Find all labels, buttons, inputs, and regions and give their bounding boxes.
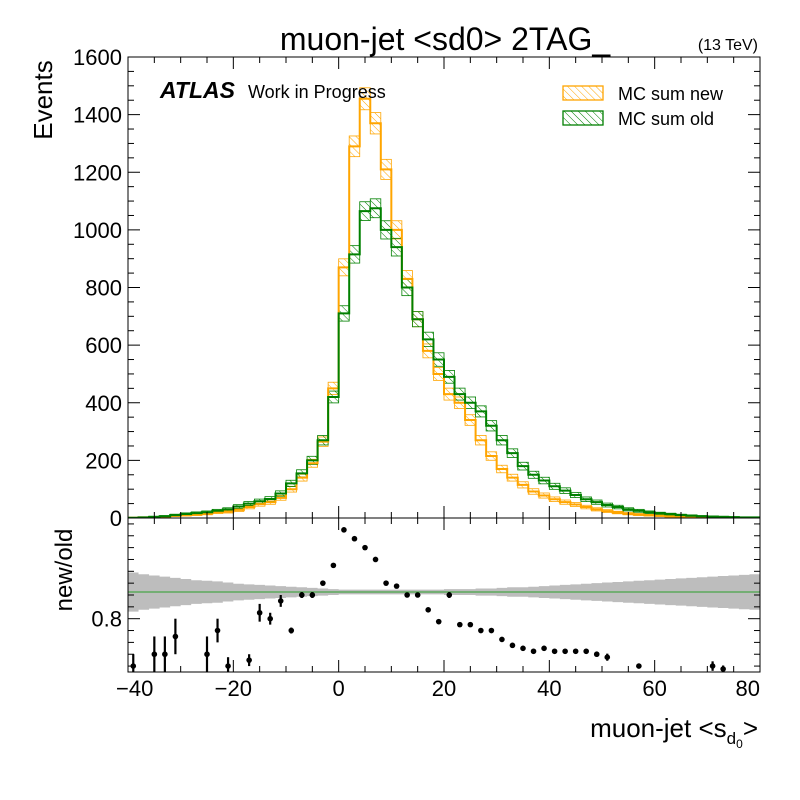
- ratio-point: [246, 657, 252, 663]
- legend-swatch-old: [562, 110, 604, 126]
- ratio-point: [372, 556, 379, 563]
- x-axis-label: muon-jet <sd0>: [590, 713, 758, 751]
- ratio-point: [267, 615, 274, 622]
- atlas-label: ATLAS: [159, 77, 236, 103]
- ratio-point: [720, 666, 726, 672]
- histogram-line-old: [128, 207, 760, 518]
- y-tick-label: 1200: [73, 160, 122, 185]
- y-tick-label: 1600: [73, 45, 122, 70]
- chart-title: muon-jet <sd0> 2TAG_: [280, 21, 611, 57]
- status-label: Work in Progress: [248, 82, 386, 102]
- legend-label-new: MC sum new: [618, 84, 724, 104]
- ratio-point: [551, 648, 558, 655]
- y-tick-label: 800: [85, 276, 122, 301]
- energy-label: (13 TeV): [698, 37, 758, 54]
- ratio-point: [277, 598, 284, 604]
- histogram-line-new: [128, 97, 760, 518]
- ratio-point: [467, 621, 474, 628]
- ratio-point: [604, 654, 611, 660]
- ratio-point: [383, 580, 389, 586]
- ratio-point: [509, 642, 516, 649]
- ratio-point: [225, 663, 231, 669]
- x-tick-label: 80: [736, 676, 760, 701]
- ratio-point: [530, 648, 537, 655]
- ratio-point: [341, 527, 347, 533]
- ratio-point: [320, 580, 326, 586]
- ratio-point: [299, 592, 305, 598]
- ratio-point: [172, 633, 179, 640]
- ratio-point: [204, 651, 210, 658]
- ratio-point: [309, 592, 316, 598]
- main-axis-ticks: 0 200 400 600 800 1000 1200 1400 1600: [73, 45, 761, 531]
- ratio-point: [583, 648, 589, 655]
- ratio-point: [435, 618, 442, 625]
- ratio-point: [288, 627, 295, 634]
- ratio-point: [404, 592, 410, 598]
- ratio-point: [414, 592, 421, 598]
- y-tick-label: 600: [85, 333, 122, 358]
- legend: MC sum new MC sum old: [562, 84, 724, 129]
- ratio-point: [256, 609, 263, 616]
- main-plot-area: 0 200 400 600 800 1000 1200 1400 1600: [73, 45, 761, 531]
- ratio-point: [151, 651, 158, 658]
- x-tick-label: −40: [116, 676, 153, 701]
- x-tick-label: 60: [642, 676, 666, 701]
- y-axis-label: Events: [28, 60, 58, 140]
- ratio-point: [214, 627, 221, 634]
- ratio-point: [488, 627, 495, 634]
- x-tick-label: 20: [432, 676, 456, 701]
- ratio-point: [162, 651, 168, 658]
- ratio-point: [520, 645, 526, 652]
- ratio-plot-area: 0.8 −40 −20 0 20 40 60 80: [91, 517, 761, 701]
- ratio-uncertainty-band: [128, 572, 760, 612]
- y-tick-label: 1400: [73, 103, 122, 128]
- legend-label-old: MC sum old: [618, 109, 714, 129]
- y-tick-label: 1000: [73, 218, 122, 243]
- ratio-point: [425, 607, 432, 613]
- ratio-point: [541, 645, 547, 652]
- histogram-lines-layer: [128, 97, 760, 518]
- legend-swatch-new: [562, 85, 604, 101]
- ratio-point: [499, 636, 505, 643]
- ratio-axis-ticks: 0.8 −40 −20 0 20 40 60 80: [91, 518, 761, 701]
- ratio-point: [572, 648, 579, 655]
- y-tick-label: 200: [85, 448, 122, 473]
- ratio-point: [709, 663, 716, 669]
- ratio-point: [478, 627, 484, 634]
- uncertainty-hatch-layer: [128, 87, 760, 518]
- x-tick-label: −20: [215, 676, 252, 701]
- x-tick-label: 40: [537, 676, 561, 701]
- ratio-point: [457, 621, 463, 628]
- ratio-y-axis-label: new/old: [51, 529, 78, 612]
- y-tick-label: 0: [110, 506, 122, 531]
- ratio-point: [362, 544, 368, 551]
- ratio-point: [351, 535, 358, 542]
- ratio-point: [636, 663, 642, 669]
- ratio-point: [393, 583, 400, 589]
- ratio-point: [330, 562, 337, 569]
- ratio-point: [446, 592, 453, 598]
- ratio-point: [593, 651, 600, 658]
- ratio-y-tick-label: 0.8: [91, 607, 122, 632]
- x-tick-label: 0: [333, 676, 345, 701]
- y-tick-label: 400: [85, 391, 122, 416]
- ratio-point: [562, 648, 568, 655]
